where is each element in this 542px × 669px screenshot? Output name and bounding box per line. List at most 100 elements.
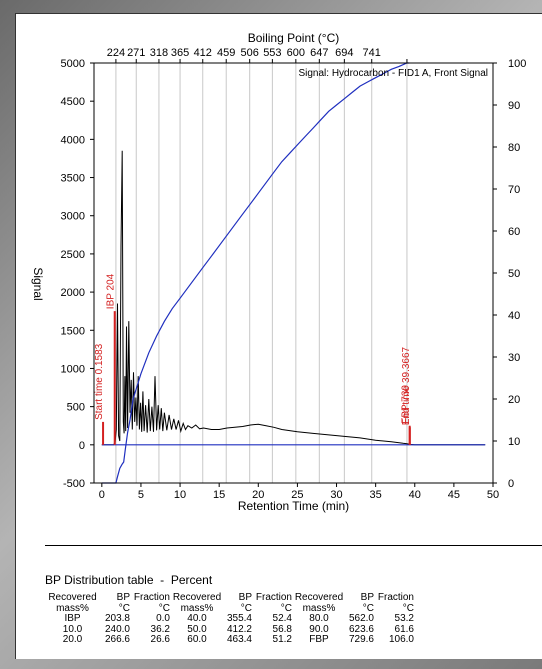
marker-label: End time 39.3667 xyxy=(401,346,412,425)
y-tick-label: 5000 xyxy=(61,58,85,70)
bp-tick-label: 271 xyxy=(127,47,145,59)
table-cell: °C xyxy=(118,602,130,614)
table-cell: 463.4 xyxy=(226,634,252,645)
table-header-row: mass% °C °C mass% °C °C mass% °C °C xyxy=(45,602,416,615)
table-cell: Recovered xyxy=(48,592,97,603)
y-tick-label: 1000 xyxy=(61,363,85,375)
table-cell: °C xyxy=(158,602,170,614)
table-cell: °C xyxy=(362,602,374,614)
series-layer xyxy=(101,62,486,484)
y2-tick-label: 30 xyxy=(508,352,520,364)
table-cell: 40.0 xyxy=(187,613,207,624)
table-cell: 80.0 xyxy=(309,613,329,624)
table-cell: BP xyxy=(116,592,130,603)
table-cell: Recovered xyxy=(294,592,344,603)
marker-label: Start time 0.1583 xyxy=(94,343,105,420)
chart-title: Boiling Point (°C) xyxy=(248,31,340,45)
x-tick-label: 45 xyxy=(448,489,460,501)
y2-tick-label: 70 xyxy=(508,184,520,196)
bp-tick-label: 224 xyxy=(107,47,125,59)
table-cell: 36.2 xyxy=(150,623,170,635)
y-axis-label: Signal xyxy=(31,267,45,300)
y-tick-label: 4000 xyxy=(61,134,85,146)
table-cell: Fraction xyxy=(133,592,170,603)
table-cell: 203.8 xyxy=(104,613,130,624)
table-row: 20.0 266.6 26.6 60.0 463.4 51.2 FBP 729.6 106.0 xyxy=(45,634,416,646)
table-cell: 562.0 xyxy=(348,613,374,624)
table-cell: 53.2 xyxy=(394,613,414,624)
bp-tick-label: 365 xyxy=(171,47,189,59)
table-cell: mass% xyxy=(302,602,336,614)
table-cell: 623.6 xyxy=(348,623,374,635)
x-tick-label: 10 xyxy=(174,489,186,501)
y2-tick-label: 20 xyxy=(508,394,520,406)
bp-tick-label: 506 xyxy=(241,47,259,59)
x-tick-label: 50 xyxy=(487,489,499,501)
bp-tick-label: 553 xyxy=(263,47,281,59)
report-panel: Start time 0.1583 IBP 204 FBP 730 End time … xyxy=(15,13,542,659)
table-cell: BP xyxy=(360,592,374,603)
y2-tick-label: 90 xyxy=(508,100,520,112)
x-tick-label: 40 xyxy=(409,489,421,501)
table-cell: 56.8 xyxy=(272,623,292,635)
series-chromatogram xyxy=(101,150,486,446)
y2-tick-label: 80 xyxy=(508,142,520,154)
x-tick-label: 30 xyxy=(330,489,342,501)
x-axis-label: Retention Time (min) xyxy=(238,499,349,513)
table-cell: 61.6 xyxy=(394,623,414,635)
y2-tick-label: 100 xyxy=(508,58,526,70)
x-tick-label: 15 xyxy=(213,489,225,501)
table-cell: IBP xyxy=(64,613,81,624)
table-cell: 50.0 xyxy=(187,623,207,635)
axis-layer: 0 5 10 15 20 25 30 35 40 45 50-5000500100015002000… xyxy=(61,47,527,501)
table-cell: 240.0 xyxy=(104,623,130,635)
bp-distribution-table: Recovered BP Fraction Recovered BP Fraction Re… xyxy=(45,592,416,646)
bp-tick-label: 741 xyxy=(363,47,381,59)
y2-tick-label: 40 xyxy=(508,310,520,322)
y-tick-label: 2000 xyxy=(61,287,85,299)
y2-tick-label: 0 xyxy=(508,478,514,490)
table-cell: °C xyxy=(240,602,252,614)
table-cell: 52.4 xyxy=(272,613,292,624)
y-tick-label: 2500 xyxy=(61,249,85,261)
y-tick-label: 0 xyxy=(79,440,85,452)
x-tick-label: 5 xyxy=(138,489,144,501)
y-tick-label: 4500 xyxy=(61,96,85,108)
marker-label: FBP 730 xyxy=(401,385,412,424)
x-tick-label: 25 xyxy=(291,489,303,501)
table-row: IBP 203.8 0.0 40.0 355.4 52.4 80.0 562.0 53.2 xyxy=(45,613,416,625)
y-tick-label: 1500 xyxy=(61,325,85,337)
table-cell: 0.0 xyxy=(156,613,170,624)
table-cell: Fraction xyxy=(255,592,292,603)
table-cell: 729.6 xyxy=(348,634,374,645)
y-tick-label: 500 xyxy=(67,402,85,414)
table-title: BP Distribution table - Percent xyxy=(45,573,213,587)
legend-label: Signal: Hydrocarbon - FID1 A, Front Sign… xyxy=(298,68,488,79)
y2-tick-label: 10 xyxy=(508,436,520,448)
y-tick-label: -500 xyxy=(63,478,85,490)
x-tick-label: 0 xyxy=(99,489,105,501)
table-cell: 90.0 xyxy=(309,623,329,635)
y2-tick-label: 50 xyxy=(508,268,520,280)
y-tick-label: 3000 xyxy=(61,211,85,223)
table-cell: BP xyxy=(238,592,252,603)
table-cell: 51.2 xyxy=(272,634,292,645)
table-cell: mass% xyxy=(56,602,89,614)
table-cell: mass% xyxy=(180,602,214,614)
section-divider xyxy=(45,545,542,546)
table-cell: 266.6 xyxy=(104,634,130,645)
bp-tick-label: 647 xyxy=(310,47,328,59)
x-tick-label: 20 xyxy=(252,489,264,501)
table-cell: 26.6 xyxy=(150,634,170,645)
series-recovered-mass-percent xyxy=(101,62,410,484)
bp-tick-label: 459 xyxy=(217,47,235,59)
table-cell: °C xyxy=(280,602,292,614)
table-cell: 106.0 xyxy=(388,634,414,645)
bp-tick-label: 694 xyxy=(335,47,353,59)
table-cell: Recovered xyxy=(172,592,222,603)
bp-tick-label: 318 xyxy=(150,47,168,59)
table-cell: 20.0 xyxy=(62,634,83,645)
bp-tick-label: 600 xyxy=(287,47,305,59)
